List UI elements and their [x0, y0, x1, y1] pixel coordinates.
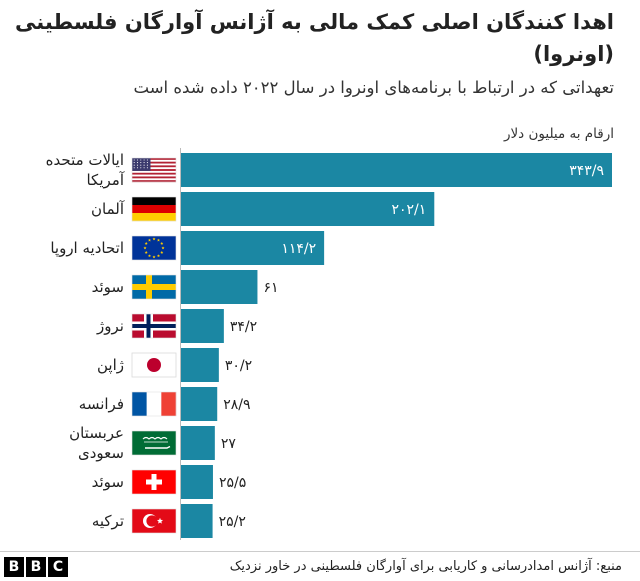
- category-label: سوئد: [92, 278, 124, 296]
- japan-flag-icon: [131, 352, 177, 378]
- value-label: ۳۴۳/۹: [569, 163, 604, 179]
- eu-star: [144, 241, 148, 245]
- bar: [181, 426, 215, 460]
- bar: [181, 231, 325, 265]
- eu-star: [161, 246, 165, 250]
- category-axis-line: [180, 148, 181, 540]
- eu-flag-icon: [131, 235, 177, 261]
- value-label: ۲۷: [221, 436, 237, 452]
- bar: [181, 309, 224, 343]
- value-label: ۳۴/۲: [230, 319, 257, 335]
- germany-flag-icon: [131, 196, 177, 222]
- category-label: ژاپن: [97, 356, 124, 375]
- category-label: ترکیه: [92, 512, 124, 530]
- sweden-flag-icon: [131, 274, 177, 300]
- value-label: ۱۱۴/۲: [281, 241, 316, 257]
- bbc-logo-letter-1: B: [4, 557, 24, 577]
- category-label: نروژ: [96, 317, 124, 335]
- bar: [181, 192, 435, 226]
- turkey-flag-icon: [131, 508, 177, 534]
- bar: [181, 270, 258, 304]
- eu-star: [160, 250, 164, 254]
- bar: [181, 348, 219, 382]
- us-flag-icon: [131, 157, 177, 183]
- eu-star: [147, 254, 152, 258]
- eu-star: [160, 241, 164, 245]
- value-label: ۲۰۲/۱: [391, 202, 426, 218]
- category-label: سوئد: [92, 473, 124, 491]
- eu-star: [147, 238, 152, 242]
- unit-label: ارقام به میلیون دلار: [503, 126, 614, 142]
- footer-divider: [0, 551, 640, 552]
- switzerland-flag-icon: [131, 469, 177, 495]
- eu-star: [144, 250, 148, 254]
- bar: [181, 504, 213, 538]
- eu-star: [152, 255, 156, 259]
- eu-star: [143, 246, 147, 250]
- category-label: آلمان: [91, 200, 125, 218]
- category-label: فرانسه: [79, 395, 124, 413]
- chart-title: اهدا کنندگان اصلی کمک مالی به آژانس آوار…: [15, 10, 614, 66]
- eu-star: [152, 237, 156, 241]
- category-label: آمریکا: [86, 171, 124, 189]
- bbc-logo-letter-2: B: [26, 557, 46, 577]
- value-label: ۲۸/۹: [223, 397, 250, 413]
- category-label: ایالات متحده: [46, 151, 124, 169]
- value-label: ۲۵/۵: [219, 475, 246, 491]
- bar: [181, 153, 612, 187]
- value-label: ۶۱: [263, 280, 278, 296]
- category-label: اتحادیه اروپا: [50, 239, 124, 258]
- chart-subtitle: تعهداتی که در ارتباط با برنامه‌های اونرو…: [133, 78, 614, 97]
- turkey-star: [156, 517, 164, 524]
- norway-flag-icon: [131, 313, 177, 339]
- source-note: منبع: آژانس امدادرسانی و کاریابی برای آو…: [229, 559, 622, 574]
- saudi-flag-icon: [131, 430, 177, 456]
- category-label: عربستان: [69, 424, 124, 442]
- bbc-logo: B B C: [4, 557, 68, 577]
- category-label: سعودی: [78, 444, 124, 462]
- eu-star: [156, 254, 161, 258]
- bar: [181, 387, 218, 421]
- eu-star: [156, 238, 161, 242]
- bar: [181, 465, 213, 499]
- value-label: ۳۰/۲: [225, 358, 252, 374]
- bar-chart: ۳۴۳/۹ ایالات متحده آمریکا ۲۰۲/۱ آلمان ۱۱۴/۲ ات…: [46, 151, 612, 538]
- bbc-logo-letter-3: C: [48, 557, 68, 577]
- france-flag-icon: [131, 391, 177, 417]
- value-label: ۲۵/۲: [219, 514, 246, 530]
